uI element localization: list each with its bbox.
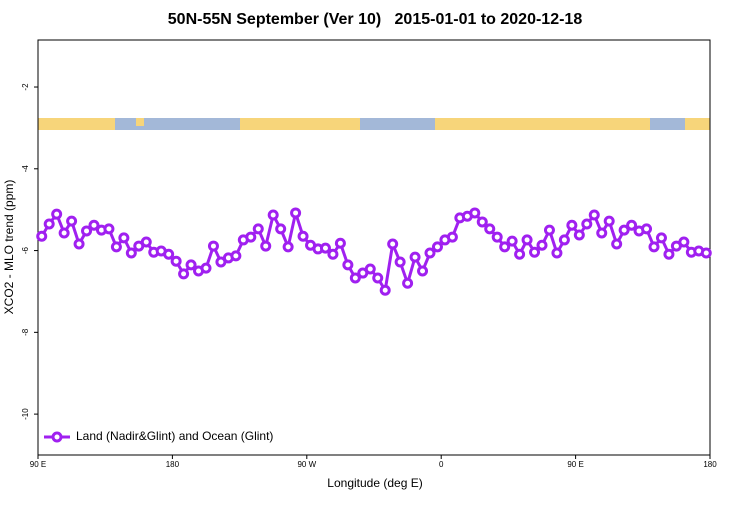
point (103, 223, 115, 235)
point (394, 256, 406, 268)
x-tick-label: 0 (439, 460, 444, 469)
x-tick-label: 90 W (297, 460, 316, 469)
point (476, 216, 488, 228)
point (618, 224, 630, 236)
point (334, 237, 346, 249)
legend-marker (51, 431, 63, 443)
point (521, 234, 533, 246)
point (297, 230, 309, 242)
land-band (38, 118, 115, 130)
point (581, 218, 593, 230)
point (663, 248, 675, 260)
point (36, 230, 48, 242)
point (200, 262, 212, 274)
x-tick-label: 180 (166, 460, 180, 469)
point (387, 238, 399, 250)
point (469, 207, 481, 219)
point (484, 223, 496, 235)
point (506, 235, 518, 247)
point (626, 219, 638, 231)
point (51, 208, 63, 220)
point (529, 246, 541, 258)
point (417, 265, 429, 277)
y-tick-label: -4 (21, 165, 30, 173)
point (700, 247, 712, 259)
point (267, 209, 279, 221)
point (551, 247, 563, 259)
x-axis-label: Longitude (deg E) (327, 476, 422, 490)
point (207, 240, 219, 252)
point (678, 236, 690, 248)
point (110, 241, 122, 253)
y-tick-label: -8 (21, 328, 30, 336)
y-tick-label: -2 (21, 83, 30, 91)
point (118, 232, 130, 244)
point (230, 250, 242, 262)
point (499, 241, 511, 253)
point (611, 238, 623, 250)
point (275, 223, 287, 235)
point (514, 248, 526, 260)
point (409, 251, 421, 263)
point (58, 227, 70, 239)
point (379, 284, 391, 296)
point (178, 268, 190, 280)
point (596, 227, 608, 239)
point (290, 207, 302, 219)
point (431, 241, 443, 253)
land-band (435, 118, 650, 130)
point (140, 236, 152, 248)
point (252, 223, 264, 235)
point (66, 215, 78, 227)
point (648, 241, 660, 253)
point (163, 248, 175, 260)
point (43, 218, 55, 230)
point (372, 272, 384, 284)
land-ocean-strip (38, 118, 710, 130)
point (588, 209, 600, 221)
point (125, 247, 137, 259)
x-tick-label: 180 (703, 460, 717, 469)
point (73, 238, 85, 250)
land-band (136, 118, 144, 126)
point (402, 277, 414, 289)
point (349, 272, 361, 284)
y-tick-label: -10 (21, 408, 30, 420)
point (491, 231, 503, 243)
y-tick-label: -6 (21, 246, 30, 254)
x-tick-label: 90 E (30, 460, 46, 469)
chart-title: 50N-55N September (Ver 10) 2015-01-01 to… (168, 11, 583, 28)
point (446, 231, 458, 243)
point (327, 248, 339, 260)
point (342, 259, 354, 271)
point (543, 224, 555, 236)
point (319, 242, 331, 254)
point (566, 219, 578, 231)
point (364, 263, 376, 275)
point (655, 232, 667, 244)
y-axis-label: XCO2 - MLO trend (ppm) (2, 180, 16, 315)
plot-frame (37, 39, 711, 456)
point (185, 259, 197, 271)
point (424, 247, 436, 259)
point (245, 231, 257, 243)
point (260, 240, 272, 252)
point (282, 241, 294, 253)
legend-label: Land (Nadir&Glint) and Ocean (Glint) (76, 429, 273, 443)
land-band (240, 118, 360, 130)
point (573, 229, 585, 241)
point (88, 219, 100, 231)
x-tick-label: 90 E (567, 460, 583, 469)
point (170, 255, 182, 267)
point (81, 225, 93, 237)
land-band (685, 118, 710, 130)
point (536, 239, 548, 251)
point (558, 234, 570, 246)
point (603, 215, 615, 227)
point (641, 223, 653, 235)
